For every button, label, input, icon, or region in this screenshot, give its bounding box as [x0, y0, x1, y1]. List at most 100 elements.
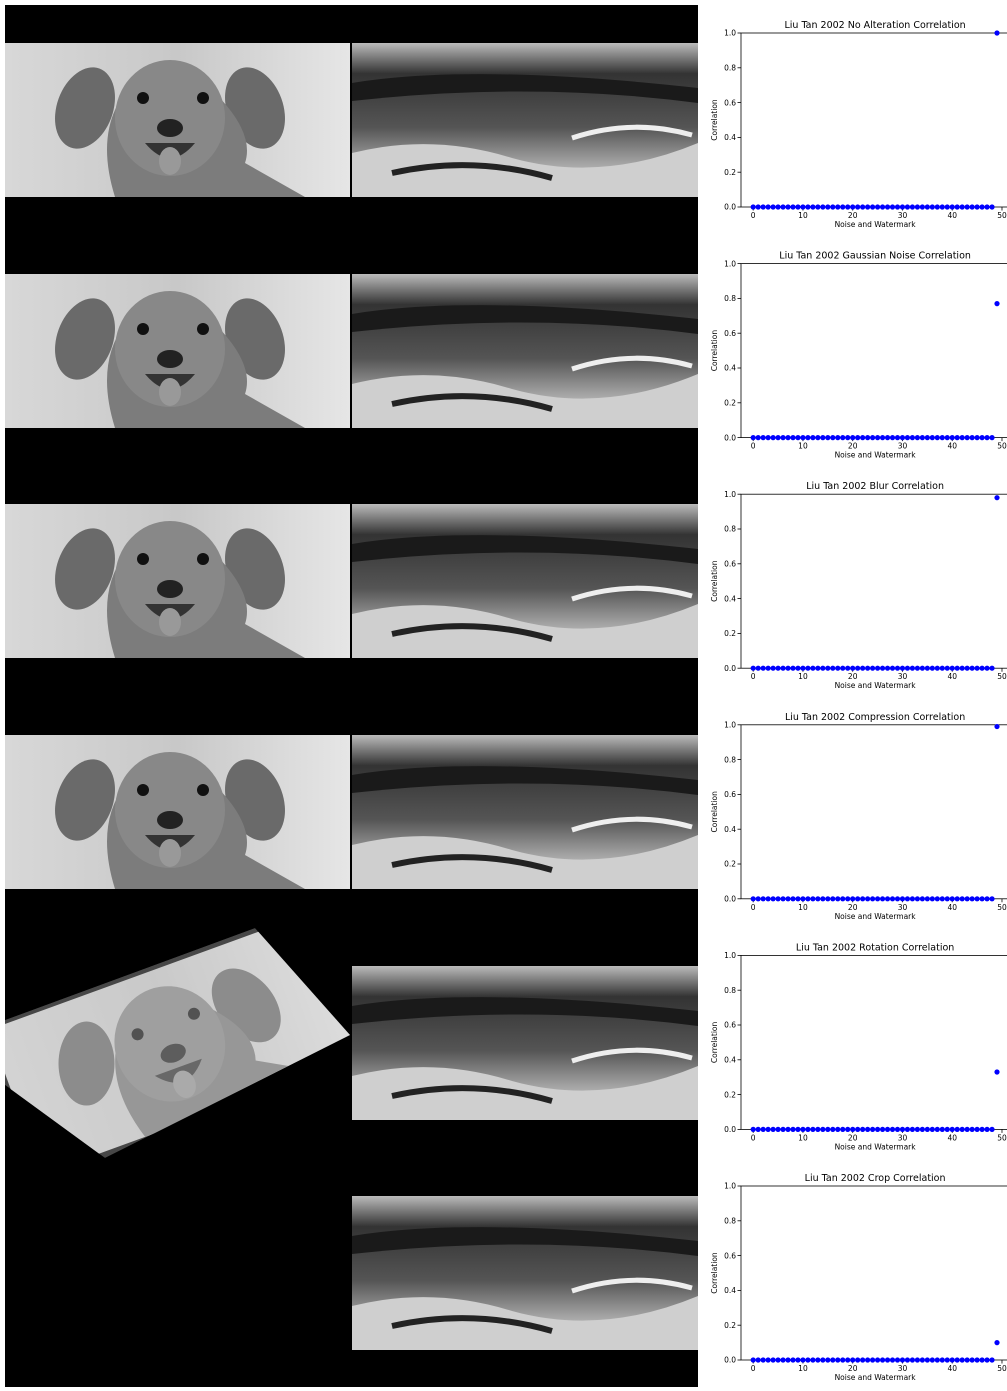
point	[815, 435, 820, 440]
point	[835, 435, 840, 440]
point	[865, 1127, 870, 1132]
point	[920, 896, 925, 901]
point	[950, 435, 955, 440]
x-tick-label: 20	[848, 903, 858, 912]
point	[761, 896, 766, 901]
y-axis-label: Correlation	[710, 330, 719, 372]
point	[984, 204, 989, 209]
x-tick-label: 10	[798, 672, 808, 681]
x-tick-label: 10	[798, 1364, 808, 1373]
y-tick-label: 0.8	[724, 755, 736, 764]
point	[920, 435, 925, 440]
point	[825, 204, 830, 209]
point	[870, 666, 875, 671]
point	[885, 1127, 890, 1132]
x-tick-label: 10	[798, 442, 808, 451]
y-tick-label: 0.6	[724, 1021, 736, 1030]
point	[915, 666, 920, 671]
point	[930, 1127, 935, 1132]
point	[780, 1127, 785, 1132]
chart-title: Liu Tan 2002 Gaussian Noise Correlation	[779, 251, 971, 262]
point	[885, 1357, 890, 1362]
point	[870, 435, 875, 440]
point	[910, 435, 915, 440]
point	[945, 435, 950, 440]
point	[994, 495, 999, 500]
x-tick-label: 0	[751, 903, 756, 912]
point	[815, 896, 820, 901]
x-tick-label: 40	[947, 1364, 957, 1373]
point	[810, 1357, 815, 1362]
point	[770, 204, 775, 209]
point	[925, 435, 930, 440]
point	[975, 1127, 980, 1132]
point	[810, 435, 815, 440]
point	[900, 1357, 905, 1362]
point	[766, 896, 771, 901]
point	[910, 204, 915, 209]
point	[830, 1357, 835, 1362]
point	[855, 666, 860, 671]
point	[845, 666, 850, 671]
x-tick-label: 20	[848, 211, 858, 220]
point	[915, 896, 920, 901]
point	[895, 896, 900, 901]
point	[915, 1127, 920, 1132]
point	[800, 1127, 805, 1132]
x-tick-label: 50	[997, 903, 1007, 912]
y-tick-label: 0.6	[724, 790, 736, 799]
point	[910, 1357, 915, 1362]
y-tick-label: 0.6	[724, 329, 736, 338]
point	[815, 204, 820, 209]
chart: Liu Tan 2002 Compression CorrelationNois…	[710, 712, 1007, 921]
plot-area	[741, 725, 1007, 899]
dog-image	[5, 43, 350, 197]
point	[820, 666, 825, 671]
point	[835, 1357, 840, 1362]
point	[955, 435, 960, 440]
x-tick-label: 50	[997, 211, 1007, 220]
point	[850, 435, 855, 440]
point	[845, 896, 850, 901]
point	[895, 666, 900, 671]
figure: Liu Tan 2002 No Alteration CorrelationNo…	[0, 0, 1007, 1387]
point	[770, 666, 775, 671]
point	[994, 724, 999, 729]
point	[766, 1357, 771, 1362]
y-axis-label: Correlation	[710, 1252, 719, 1294]
point	[910, 896, 915, 901]
point	[810, 666, 815, 671]
point	[845, 435, 850, 440]
point	[850, 896, 855, 901]
point	[880, 435, 885, 440]
point	[870, 1127, 875, 1132]
point	[885, 204, 890, 209]
point	[810, 1127, 815, 1132]
point	[756, 204, 761, 209]
point	[960, 896, 965, 901]
point	[965, 896, 970, 901]
point	[795, 896, 800, 901]
plot-area	[741, 494, 1007, 668]
point	[860, 1127, 865, 1132]
chart-title: Liu Tan 2002 Crop Correlation	[805, 1173, 946, 1184]
point	[785, 1127, 790, 1132]
x-tick-label: 50	[997, 442, 1007, 451]
point	[785, 435, 790, 440]
point	[950, 204, 955, 209]
point	[970, 435, 975, 440]
point	[945, 204, 950, 209]
y-tick-label: 0.2	[724, 1321, 736, 1330]
point	[950, 1127, 955, 1132]
point	[979, 896, 984, 901]
y-axis-label: Correlation	[710, 791, 719, 833]
point	[880, 204, 885, 209]
point	[950, 1357, 955, 1362]
point	[930, 896, 935, 901]
point	[855, 1357, 860, 1362]
y-tick-label: 0.0	[724, 203, 736, 212]
point	[830, 1127, 835, 1132]
point	[940, 896, 945, 901]
y-tick-label: 0.4	[724, 133, 736, 142]
plot-area	[741, 33, 1007, 207]
